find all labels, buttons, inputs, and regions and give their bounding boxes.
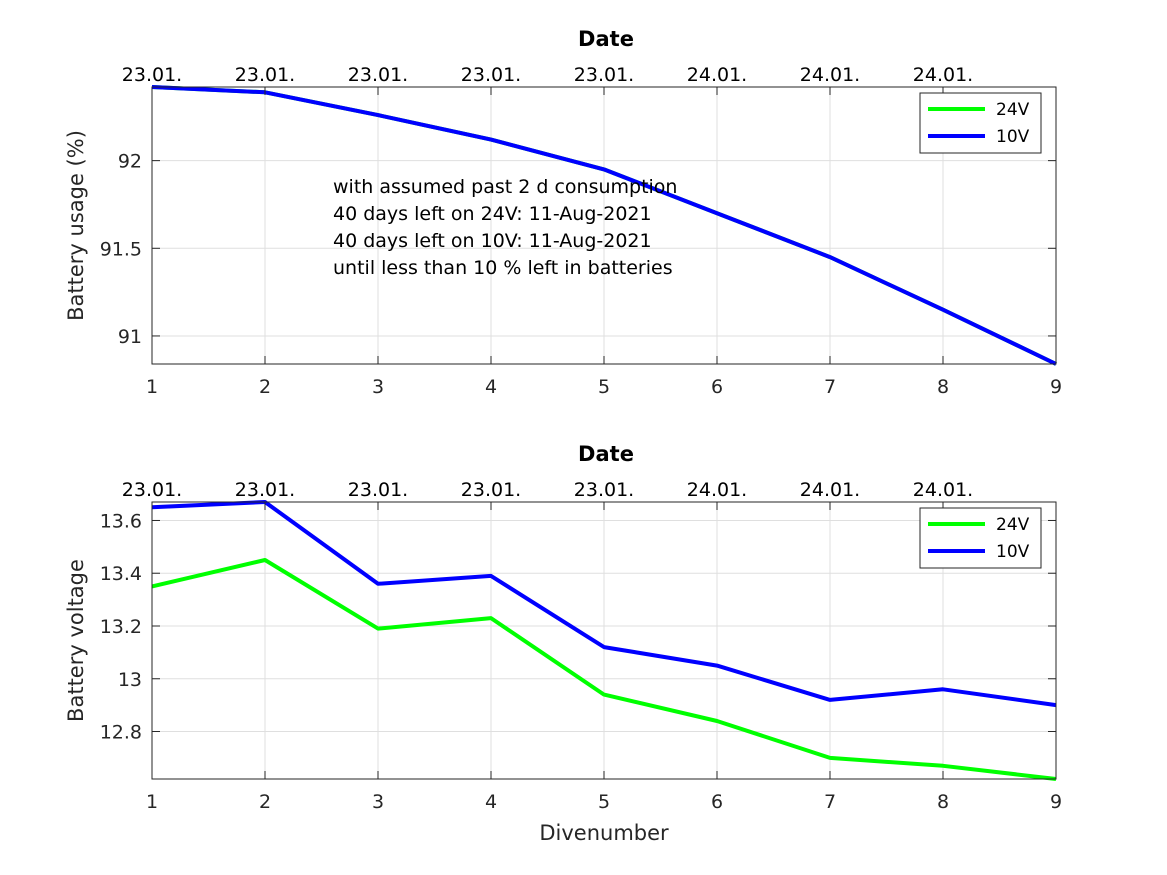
legend-box bbox=[919, 92, 1042, 154]
top-axis-tick-label: 24.01. bbox=[687, 479, 747, 501]
y-tick-label: 13.4 bbox=[100, 563, 142, 585]
x-tick-label: 3 bbox=[372, 791, 384, 813]
legend-label: 24V bbox=[996, 515, 1030, 535]
legend-box bbox=[919, 507, 1042, 569]
top-axis-tick-label: 24.01. bbox=[913, 64, 973, 86]
top-axis-tick-label: 23.01. bbox=[122, 64, 182, 86]
y-tick-label: 12.8 bbox=[100, 722, 142, 744]
y-axis-label: Battery usage (%) bbox=[64, 130, 88, 321]
y-axis-label: Battery voltage bbox=[64, 559, 88, 722]
x-tick-label: 5 bbox=[598, 791, 610, 813]
x-tick-label: 6 bbox=[711, 791, 723, 813]
top-axis-tick-label: 23.01. bbox=[461, 479, 521, 501]
top-axis-tick-label: 23.01. bbox=[348, 64, 408, 86]
chart-2: 1 2 3 4 5 6 7 8 9 12.8 13 13.2 13.4 13.6 23.01. 23.01. 2… bbox=[64, 442, 1062, 845]
x-tick-label: 7 bbox=[824, 791, 836, 813]
x-tick-label: 8 bbox=[937, 791, 949, 813]
x-tick-label: 2 bbox=[259, 791, 271, 813]
y-tick-label: 13.6 bbox=[100, 510, 142, 532]
y-tick-label: 13.2 bbox=[100, 616, 142, 638]
x-tick-label: 4 bbox=[485, 791, 497, 813]
top-axis-tick-label: 23.01. bbox=[574, 64, 634, 86]
x-tick-label: 6 bbox=[711, 376, 723, 398]
x-tick-label: 4 bbox=[485, 376, 497, 398]
top-axis-tick-label: 23.01. bbox=[461, 64, 521, 86]
top-axis-tick-label: 23.01. bbox=[574, 479, 634, 501]
chart-title: Date bbox=[578, 442, 634, 466]
x-tick-label: 8 bbox=[937, 376, 949, 398]
series-line-24V bbox=[151, 558, 1057, 781]
y-tick-label: 13 bbox=[118, 669, 142, 691]
top-axis-tick-label: 23.01. bbox=[122, 479, 182, 501]
x-tick-label: 1 bbox=[146, 376, 158, 398]
top-axis-tick-label: 24.01. bbox=[800, 479, 860, 501]
legend-label: 10V bbox=[996, 127, 1030, 147]
x-tick-label: 3 bbox=[372, 376, 384, 398]
x-tick-label: 9 bbox=[1050, 791, 1062, 813]
y-tick-label: 91.5 bbox=[100, 238, 142, 260]
top-axis-tick-label: 24.01. bbox=[687, 64, 747, 86]
annotation-line: with assumed past 2 d consumption bbox=[333, 176, 677, 198]
top-axis-tick-label: 24.01. bbox=[800, 64, 860, 86]
chart-title: Date bbox=[578, 27, 634, 51]
top-axis-tick-label: 23.01. bbox=[235, 64, 295, 86]
top-axis-tick-label: 23.01. bbox=[235, 479, 295, 501]
top-axis-tick-label: 23.01. bbox=[348, 479, 408, 501]
y-tick-label: 92 bbox=[118, 151, 142, 173]
y-tick-label: 91 bbox=[118, 326, 142, 348]
annotation-line: 40 days left on 10V: 11-Aug-2021 bbox=[333, 230, 652, 252]
x-tick-label: 9 bbox=[1050, 376, 1062, 398]
chart-1: 1 2 3 4 5 6 7 8 9 91 91.5 92 23.01. 23.01. 23.01. 23.01… bbox=[64, 27, 1062, 398]
series-line-10V bbox=[151, 85, 1057, 366]
series-line-10V bbox=[151, 500, 1057, 708]
x-axis-label: Divenumber bbox=[539, 821, 669, 845]
x-tick-label: 5 bbox=[598, 376, 610, 398]
annotation-line: until less than 10 % left in batteries bbox=[333, 257, 673, 279]
legend-label: 24V bbox=[996, 100, 1030, 120]
x-tick-label: 2 bbox=[259, 376, 271, 398]
top-axis-tick-label: 24.01. bbox=[913, 479, 973, 501]
legend-label: 10V bbox=[996, 542, 1030, 562]
x-tick-label: 7 bbox=[824, 376, 836, 398]
x-tick-label: 1 bbox=[146, 791, 158, 813]
annotation-line: 40 days left on 24V: 11-Aug-2021 bbox=[333, 203, 652, 225]
